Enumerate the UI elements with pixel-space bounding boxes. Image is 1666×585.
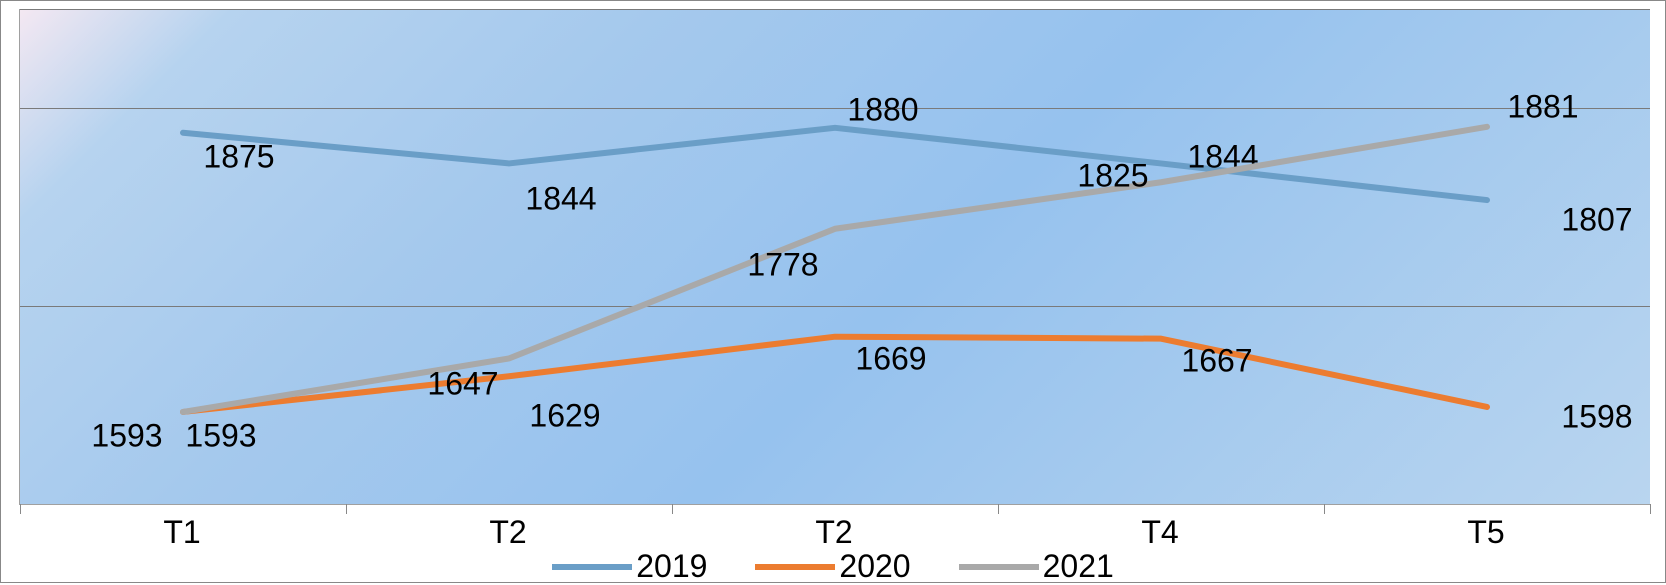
plot-area: 1875 1844 1880 1844 1807 1593 1629 1669 1667 1598… — [19, 9, 1650, 505]
gridline — [20, 9, 1650, 10]
data-label: 1844 — [1187, 139, 1258, 176]
data-label: 1647 — [427, 366, 498, 403]
data-label: 1807 — [1561, 202, 1632, 239]
data-label: 1669 — [855, 340, 926, 377]
x-axis-label: T1 — [163, 514, 200, 551]
line-chart: 1875 1844 1880 1844 1807 1593 1629 1669 1667 1598… — [0, 0, 1666, 583]
legend-label: 2021 — [1043, 548, 1114, 585]
x-axis-label: T2 — [815, 514, 852, 551]
data-label: 1598 — [1561, 398, 1632, 435]
legend-swatch — [552, 561, 632, 573]
data-label: 1844 — [525, 181, 596, 218]
x-tick — [998, 504, 999, 514]
data-label: 1778 — [747, 246, 818, 283]
data-label: 1629 — [529, 398, 600, 435]
legend-item: 2021 — [959, 548, 1114, 585]
series-2021 — [20, 9, 1650, 504]
legend: 2019 2020 2021 — [19, 548, 1647, 585]
legend-label: 2020 — [839, 548, 910, 585]
gridline — [20, 306, 1650, 307]
data-label: 1880 — [847, 91, 918, 128]
x-axis-label: T5 — [1467, 514, 1504, 551]
x-axis-label: T4 — [1141, 514, 1178, 551]
data-label: 1881 — [1507, 88, 1578, 125]
x-tick — [1324, 504, 1325, 514]
data-label: 1875 — [203, 138, 274, 175]
series-2019 — [20, 9, 1650, 504]
x-tick — [20, 504, 21, 514]
legend-item: 2019 — [552, 548, 707, 585]
data-label: 1667 — [1181, 342, 1252, 379]
legend-swatch — [755, 561, 835, 573]
series-2020 — [20, 9, 1650, 504]
data-label: 1593 — [91, 417, 162, 454]
data-label: 1593 — [185, 417, 256, 454]
legend-label: 2019 — [636, 548, 707, 585]
x-axis-label: T2 — [489, 514, 526, 551]
data-label: 1825 — [1077, 158, 1148, 195]
gridline — [20, 108, 1650, 109]
x-tick — [346, 504, 347, 514]
x-tick — [672, 504, 673, 514]
legend-swatch — [959, 561, 1039, 573]
x-tick — [1650, 504, 1651, 514]
legend-item: 2020 — [755, 548, 910, 585]
